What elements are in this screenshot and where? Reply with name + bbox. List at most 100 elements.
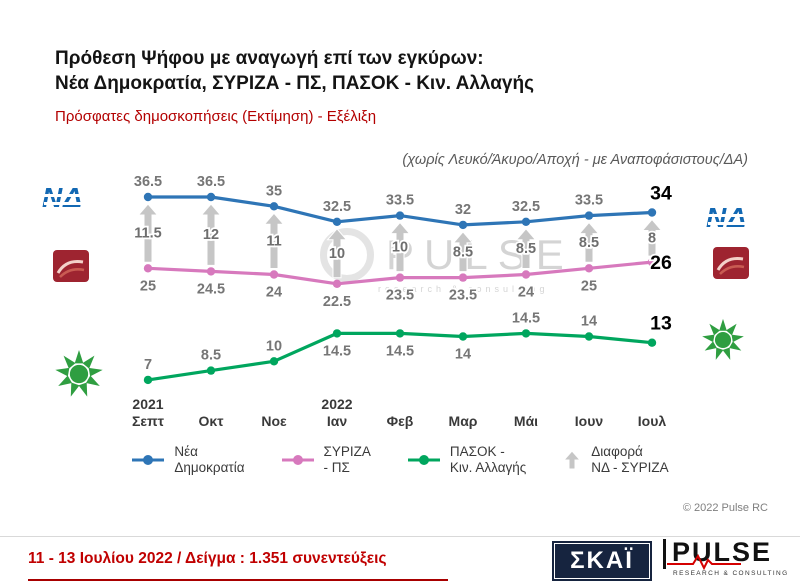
series-point bbox=[647, 338, 657, 347]
legend-label: - ΠΣ bbox=[323, 460, 350, 475]
legend-label: ΝΔ - ΣΥΡΙΖΑ bbox=[591, 460, 669, 475]
value-label: 35 bbox=[266, 183, 282, 199]
series-point bbox=[521, 217, 531, 226]
legend-label: Δημοκρατία bbox=[174, 460, 245, 475]
series-point bbox=[395, 329, 405, 338]
value-label: 24.5 bbox=[197, 281, 225, 297]
diff-value-label: 11.5 bbox=[134, 226, 161, 242]
series-point bbox=[521, 329, 531, 338]
category-label: Φεβ bbox=[387, 413, 414, 429]
pulse-heartbeat-icon bbox=[667, 554, 741, 570]
pulse-watermark: PULSE research & consulting bbox=[320, 228, 574, 294]
nd-logo-stripe bbox=[708, 214, 762, 217]
series-point bbox=[584, 264, 594, 273]
value-label: 14.5 bbox=[512, 310, 540, 326]
value-label: 10 bbox=[266, 338, 282, 354]
nd-logo-left: ΝΔ bbox=[42, 182, 104, 216]
legend-label: Κιν. Αλλαγής bbox=[449, 460, 527, 475]
legend-label: ΠΑΣΟΚ - bbox=[449, 444, 505, 459]
pasok-line-marker-icon bbox=[407, 455, 440, 465]
category-label: Νοε bbox=[261, 413, 287, 429]
series-point bbox=[143, 192, 153, 202]
pulse-watermark-ring-icon bbox=[320, 228, 374, 282]
syriza-logo-right bbox=[713, 247, 749, 279]
value-label: 36.5 bbox=[134, 174, 162, 190]
value-label: 13 bbox=[650, 313, 672, 335]
nd-logo-stripe bbox=[44, 194, 98, 197]
value-label: 32.5 bbox=[323, 199, 351, 215]
value-label: 7 bbox=[144, 357, 152, 373]
series-point bbox=[458, 332, 468, 341]
series-point bbox=[332, 329, 342, 338]
title-line-1: Πρόθεση Ψήφου με αναγωγή επί των εγκύρων… bbox=[55, 48, 484, 69]
survey-date-sample: 11 - 13 Ιουλίου 2022 / Δείγμα : 1.351 συ… bbox=[28, 550, 387, 567]
value-label: 8.5 bbox=[201, 348, 221, 364]
series-point bbox=[584, 332, 594, 341]
value-label: 14 bbox=[455, 347, 471, 363]
legend-item-nd: Νέα Δημοκρατία bbox=[131, 444, 245, 476]
syriza-logo-left bbox=[53, 250, 89, 282]
value-label: 14.5 bbox=[323, 343, 351, 359]
nd-logo-stripe bbox=[44, 202, 98, 205]
diff-arrow-marker-icon bbox=[563, 450, 582, 470]
value-label: 14.5 bbox=[386, 343, 414, 359]
legend-label: Διαφορά bbox=[591, 444, 643, 459]
series-point bbox=[647, 257, 657, 267]
footer-divider bbox=[0, 536, 800, 537]
category-label: Μάι bbox=[514, 413, 538, 429]
nd-logo-stripe bbox=[708, 222, 762, 225]
value-label: 14 bbox=[581, 314, 597, 330]
legend-item-diff: Διαφορά ΝΔ - ΣΥΡΙΖΑ bbox=[562, 444, 669, 476]
diff-value-label: 8 bbox=[648, 230, 656, 246]
series-point bbox=[269, 357, 279, 366]
nd-line-marker-icon bbox=[132, 455, 165, 465]
nd-logo-text: ΝΔ bbox=[42, 182, 84, 213]
syriza-line-marker-icon bbox=[281, 455, 314, 465]
series-point bbox=[206, 267, 216, 276]
diff-value-label: 8.5 bbox=[579, 235, 599, 251]
title-line-2: Νέα Δημοκρατία, ΣΥΡΙΖΑ - ΠΣ, ΠΑΣΟΚ - Κιν… bbox=[55, 73, 534, 94]
series-point bbox=[206, 366, 216, 375]
category-label: Μαρ bbox=[449, 413, 478, 429]
category-label: Ιουλ bbox=[638, 413, 667, 429]
value-label: 36.5 bbox=[197, 174, 225, 190]
series-point bbox=[269, 270, 279, 279]
value-label: 32 bbox=[455, 202, 471, 218]
pulse-rc-logo: PULSE RESEARCH & CONSULTING bbox=[663, 537, 793, 585]
value-label: 25 bbox=[581, 278, 597, 294]
chart-legend: Νέα Δημοκρατία ΣΥΡΙΖΑ - ΠΣ ΠΑΣΟΚ - Κιν. … bbox=[0, 444, 800, 476]
series-point bbox=[206, 192, 216, 202]
legend-item-pasok: ΠΑΣΟΚ - Κιν. Αλλαγής bbox=[407, 444, 526, 476]
page-title: Πρόθεση Ψήφου με αναγωγή επί των εγκύρων… bbox=[55, 46, 534, 96]
diff-value-label: 11 bbox=[266, 233, 281, 249]
value-label: 22.5 bbox=[323, 294, 351, 310]
subtitle: Πρόσφατες δημοσκοπήσεις (Εκτίμηση) - Εξέ… bbox=[55, 108, 377, 125]
value-label: 34 bbox=[650, 183, 672, 205]
value-label: 26 bbox=[650, 252, 672, 274]
series-point bbox=[584, 211, 594, 220]
nd-logo-text: ΝΔ bbox=[706, 202, 748, 233]
series-point bbox=[395, 211, 405, 220]
legend-label: Νέα bbox=[174, 444, 198, 459]
footer-red-underline bbox=[28, 579, 448, 581]
series-point bbox=[143, 264, 153, 273]
value-label: 24 bbox=[266, 285, 282, 301]
series-point bbox=[647, 208, 657, 217]
value-label: 33.5 bbox=[386, 193, 414, 209]
pulse-watermark-text: PULSE bbox=[386, 231, 574, 278]
pulse-logo-text: PULSE bbox=[672, 537, 773, 567]
skai-logo-text: ΣΚΑΪ bbox=[570, 547, 634, 574]
pulse-logo-bar bbox=[663, 539, 666, 569]
series-point bbox=[332, 217, 342, 226]
copyright-note: © 2022 Pulse RC bbox=[682, 502, 768, 514]
series-line-2 bbox=[146, 331, 654, 382]
diff-arrow bbox=[200, 203, 222, 266]
series-line-0 bbox=[146, 195, 654, 227]
pulse-logo-subtext: RESEARCH & CONSULTING bbox=[673, 570, 789, 577]
category-label: Ιουν bbox=[575, 413, 604, 429]
diff-arrow bbox=[578, 221, 600, 263]
series-point bbox=[269, 202, 279, 211]
legend-item-syriza: ΣΥΡΙΖΑ - ΠΣ bbox=[281, 444, 371, 476]
skai-logo: ΣΚΑΪ bbox=[552, 541, 652, 581]
